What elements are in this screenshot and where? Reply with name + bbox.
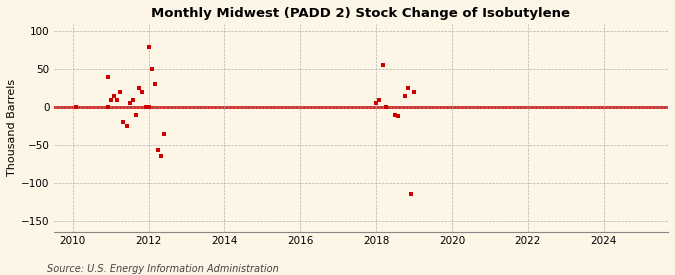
Point [105, 97, 116, 102]
Point [408, 90, 419, 94]
Point [146, 67, 157, 72]
Point [402, 86, 413, 90]
Point [380, 105, 391, 109]
Point [70, 105, 81, 109]
Point [122, 124, 132, 128]
Point [374, 97, 385, 102]
Point [150, 82, 161, 87]
Point [153, 148, 163, 152]
Point [156, 154, 167, 158]
Point [102, 105, 113, 109]
Point [108, 94, 119, 98]
Point [159, 131, 170, 136]
Point [377, 63, 388, 68]
Y-axis label: Thousand Barrels: Thousand Barrels [7, 79, 17, 177]
Point [124, 101, 135, 106]
Point [134, 86, 144, 90]
Point [137, 90, 148, 94]
Point [393, 114, 404, 118]
Point [131, 112, 142, 117]
Point [102, 75, 113, 79]
Point [389, 112, 400, 117]
Title: Monthly Midwest (PADD 2) Stock Change of Isobutylene: Monthly Midwest (PADD 2) Stock Change of… [151, 7, 570, 20]
Point [117, 120, 128, 124]
Point [128, 97, 138, 102]
Point [140, 105, 151, 109]
Point [143, 105, 154, 109]
Point [406, 192, 416, 196]
Point [371, 101, 381, 106]
Point [399, 94, 410, 98]
Point [143, 44, 154, 49]
Point [111, 97, 122, 102]
Text: Source: U.S. Energy Information Administration: Source: U.S. Energy Information Administ… [47, 264, 279, 274]
Point [115, 90, 126, 94]
